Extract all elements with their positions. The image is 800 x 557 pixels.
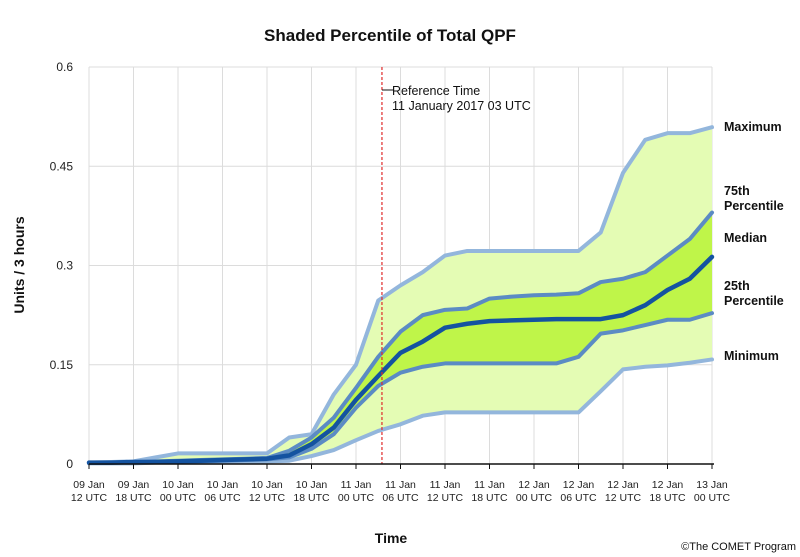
inner-band	[89, 212, 712, 463]
label-25th-line2: Percentile	[724, 294, 784, 308]
reference-time-label: Reference Time	[392, 84, 480, 98]
x-tick-label-3-day: 10 Jan	[207, 479, 239, 491]
x-tick-label-10-day: 12 Jan	[518, 479, 550, 491]
credit: ©The COMET Program	[681, 541, 796, 553]
y-axis-label: Units / 3 hours	[11, 216, 27, 313]
outer-band	[89, 127, 712, 464]
x-tick-label-1-day: 09 Jan	[118, 479, 150, 491]
x-tick-label-13-day: 12 Jan	[652, 479, 684, 491]
y-tick-label-2: 0.3	[56, 259, 73, 273]
line-median	[86, 254, 715, 465]
percentile-bands	[89, 127, 712, 464]
reference-time-marker	[381, 67, 394, 464]
line-maximum	[87, 125, 714, 465]
x-tick-label-4-time: 12 UTC	[249, 492, 286, 504]
chart-title: Shaded Percentile of Total QPF	[264, 26, 516, 45]
x-tick-label-0-day: 09 Jan	[73, 479, 105, 491]
x-tick-label-7-time: 06 UTC	[382, 492, 419, 504]
x-tick-label-13-time: 18 UTC	[649, 492, 686, 504]
x-tick-label-11-day: 12 Jan	[563, 479, 595, 491]
x-tick-label-11-time: 06 UTC	[560, 492, 597, 504]
percentile-lines	[86, 125, 715, 466]
x-tick-label-14-time: 00 UTC	[694, 492, 731, 504]
x-tick-label-12-time: 12 UTC	[605, 492, 642, 504]
label-median: Median	[724, 231, 767, 245]
x-tick-label-8-day: 11 Jan	[430, 479, 461, 491]
label-75th-line2: Percentile	[724, 199, 784, 213]
x-tick-label-14-day: 13 Jan	[696, 479, 728, 491]
y-tick-label-4: 0.6	[56, 60, 73, 74]
label-25th-line1: 25th	[724, 279, 750, 293]
x-tick-label-5-day: 10 Jan	[296, 479, 328, 491]
x-tick-label-8-time: 12 UTC	[427, 492, 464, 504]
x-tick-label-1-time: 18 UTC	[115, 492, 152, 504]
x-tick-label-0-time: 12 UTC	[71, 492, 108, 504]
x-tick-label-12-day: 12 Jan	[607, 479, 639, 491]
label-minimum: Minimum	[724, 349, 779, 363]
y-tick-labels: 0 0.15 0.3 0.45 0.6	[50, 60, 74, 471]
y-tick-label-0: 0	[66, 457, 73, 471]
label-75th-line1: 75th	[724, 184, 750, 198]
label-maximum: Maximum	[724, 120, 782, 134]
x-tick-label-5-time: 18 UTC	[293, 492, 330, 504]
x-tick-label-6-day: 11 Jan	[341, 479, 372, 491]
x-tick-label-9-time: 18 UTC	[471, 492, 508, 504]
x-tick-label-4-day: 10 Jan	[251, 479, 283, 491]
axes	[88, 463, 714, 469]
x-tick-label-3-time: 06 UTC	[204, 492, 241, 504]
x-tick-label-10-time: 00 UTC	[516, 492, 553, 504]
y-tick-label-1: 0.15	[50, 358, 74, 372]
reference-time-date: 11 January 2017 03 UTC	[392, 99, 531, 113]
x-tick-label-7-day: 11 Jan	[385, 479, 416, 491]
x-tick-label-2-time: 00 UTC	[160, 492, 197, 504]
x-tick-label-2-day: 10 Jan	[162, 479, 194, 491]
x-axis-label: Time	[375, 530, 408, 546]
x-tick-label-6-time: 00 UTC	[338, 492, 375, 504]
y-tick-label-3: 0.45	[50, 159, 74, 173]
x-tick-label-9-day: 11 Jan	[474, 479, 505, 491]
